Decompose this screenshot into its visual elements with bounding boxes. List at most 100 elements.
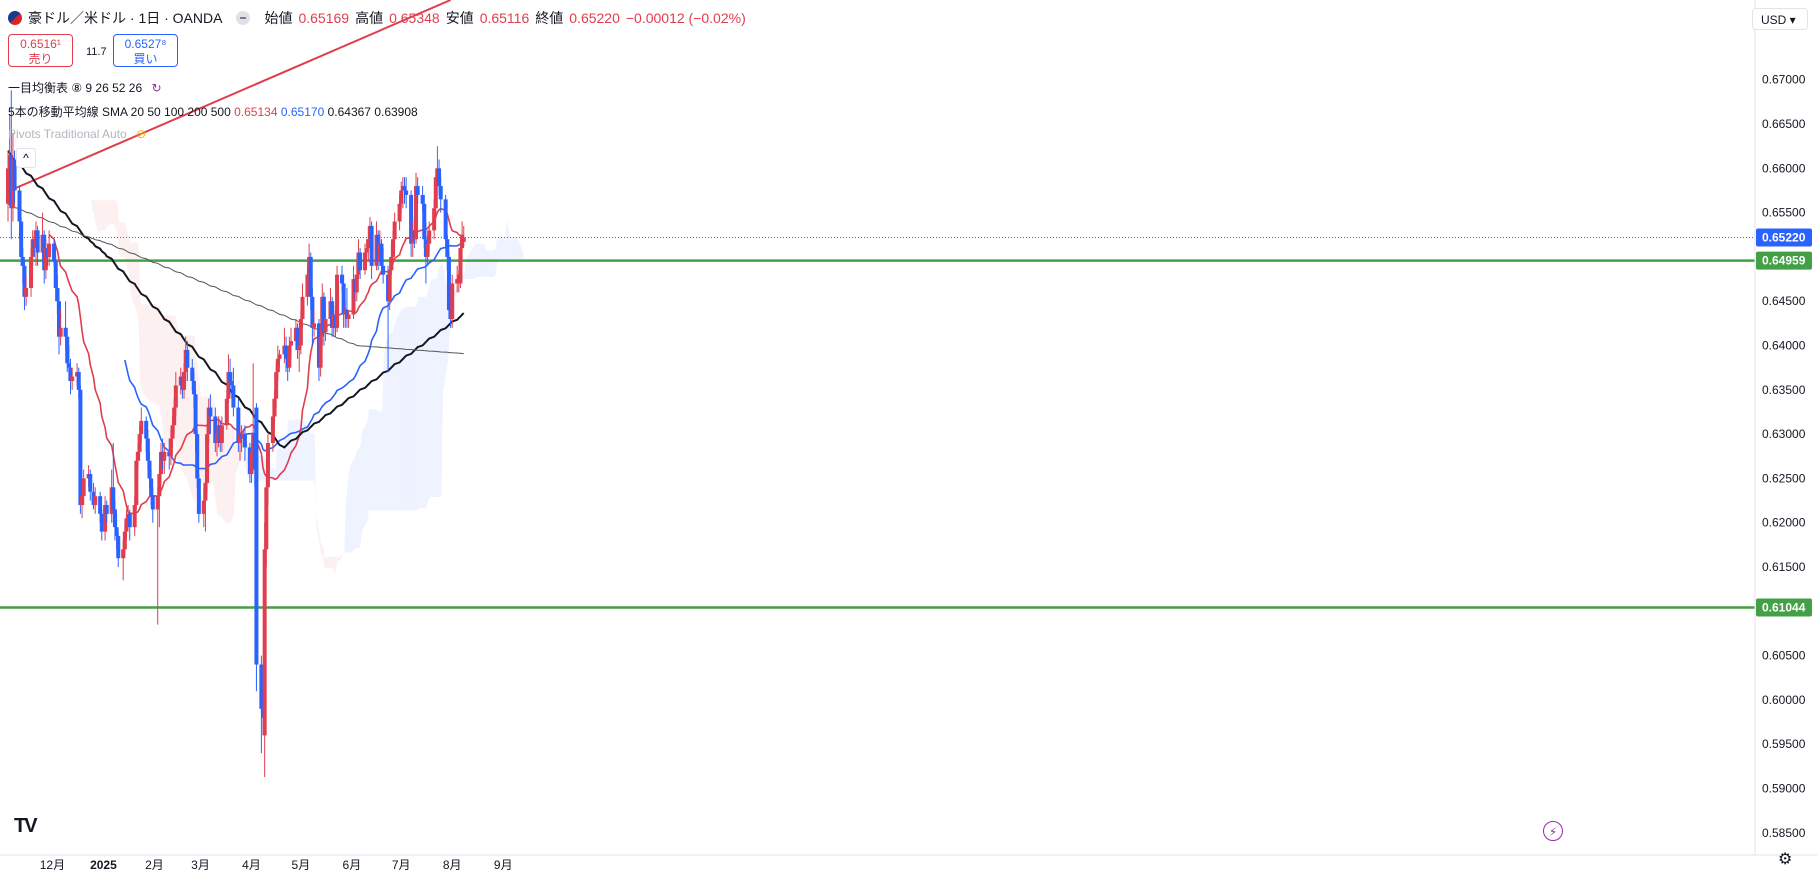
cloud-segment [92,200,95,216]
candle [427,221,432,253]
sell-button[interactable]: 0.6516¹ 売り [8,34,73,67]
candle [111,443,116,523]
cloud-segment [464,259,467,280]
candle-body [391,239,396,257]
cloud-segment [107,200,110,228]
cloud-segment [102,200,105,231]
collapse-legend-icon[interactable]: ^ [16,148,36,168]
candle-body [149,478,154,497]
y-tick-label: 0.62000 [1762,516,1806,530]
candle [139,407,144,444]
buy-button[interactable]: 0.6527⁸ 買い [113,34,178,67]
ma-legend[interactable]: 5本の移動平均線 SMA 20 50 100 200 500 0.65134 0… [8,103,418,120]
candle [24,274,29,306]
candle-body [88,474,93,492]
candle-body [402,186,407,191]
cloud-segment [436,272,439,498]
y-tick-label: 0.61500 [1762,560,1806,574]
candle [150,487,155,523]
cloud-segment [136,242,139,325]
candle-body [116,536,121,559]
candle-body [81,478,86,497]
cloud-segment [201,396,207,484]
cloud-segment [485,250,488,277]
cloud-segment [385,332,391,511]
support-upper-tag: 0.64959 [1756,251,1812,270]
cloud-segment [403,307,406,511]
candle [254,403,259,692]
candle-body [47,243,52,257]
refresh-icon[interactable]: ↻ [151,81,162,95]
cloud-segment [314,434,317,525]
cloud-segment [138,244,141,386]
ichimoku-legend[interactable]: 一目均衡表 ⑧ 9 26 52 26 ↻ [8,79,162,96]
hidden-eye-icon[interactable]: ⊘ [136,127,147,141]
candle-body [404,190,409,195]
candle-body [433,177,438,209]
candle-body [104,505,109,514]
candle [195,429,200,488]
candle-body [287,345,292,368]
candle-body [157,474,162,497]
cloud-segment [309,431,312,481]
cloud-segment [357,448,360,548]
cloud-segment [518,240,521,260]
candle-body [80,496,85,506]
candle-body [168,438,173,457]
candle [159,443,164,483]
tradingview-logo-icon[interactable]: TV [14,815,38,837]
cloud-segment [395,316,397,511]
cloud-segment [368,409,371,511]
cloud-segment [326,556,328,568]
candle-body [162,451,167,461]
x-tick-label: 6月 [343,858,362,872]
sma50-line [124,239,465,470]
candle-body [335,274,340,328]
cloud-segment [324,556,327,568]
candle-body [295,327,300,350]
candle [392,212,397,249]
cloud-segment [362,422,368,531]
candle-body [35,230,40,253]
buy-label: 買い [133,52,158,66]
candle [381,248,386,284]
cloud-segment [494,248,496,277]
cloud-segment [332,556,335,575]
cloud-segment [487,250,490,277]
cloud-segment [105,200,108,230]
minimize-icon[interactable] [236,11,251,25]
open-value: 0.65169 [298,10,350,26]
currency-select[interactable]: USD ▾ [1752,8,1808,30]
candle-body [305,274,310,297]
cloud-segment [517,237,519,260]
high-value: 0.65348 [389,10,440,26]
candle-body [461,237,466,242]
x-tick-label: 5月 [292,858,311,872]
flag-icon [8,11,22,25]
cloud-segment [298,418,300,481]
candle-body [208,407,213,417]
cloud-segment [132,242,137,313]
candle-body [52,243,57,262]
candle [93,487,98,514]
cloud-segment [160,306,162,420]
candle-body [53,261,58,288]
support-lower-tag-text: 0.61044 [1762,600,1806,614]
sell-price: 0.6516¹ [20,37,61,51]
candle-body [132,505,137,528]
settings-gear-icon[interactable]: ⚙ [1778,851,1793,868]
pivots-legend[interactable]: Pivots Traditional Auto ⊘ [8,127,146,141]
cloud-segment [393,322,396,511]
symbol-title[interactable]: 豪ドル／米ドル · 1日 · OANDA [28,10,223,26]
candle [415,177,420,204]
candle [99,509,104,541]
cloud-segment [472,245,475,280]
candle [310,287,315,346]
lightning-icon[interactable]: ⚡ [1543,821,1563,841]
candle-body [321,296,326,333]
low-label: 安値 [445,10,474,26]
candle-body [425,243,430,257]
cloud-segment [390,332,393,511]
candle-body [103,505,108,532]
